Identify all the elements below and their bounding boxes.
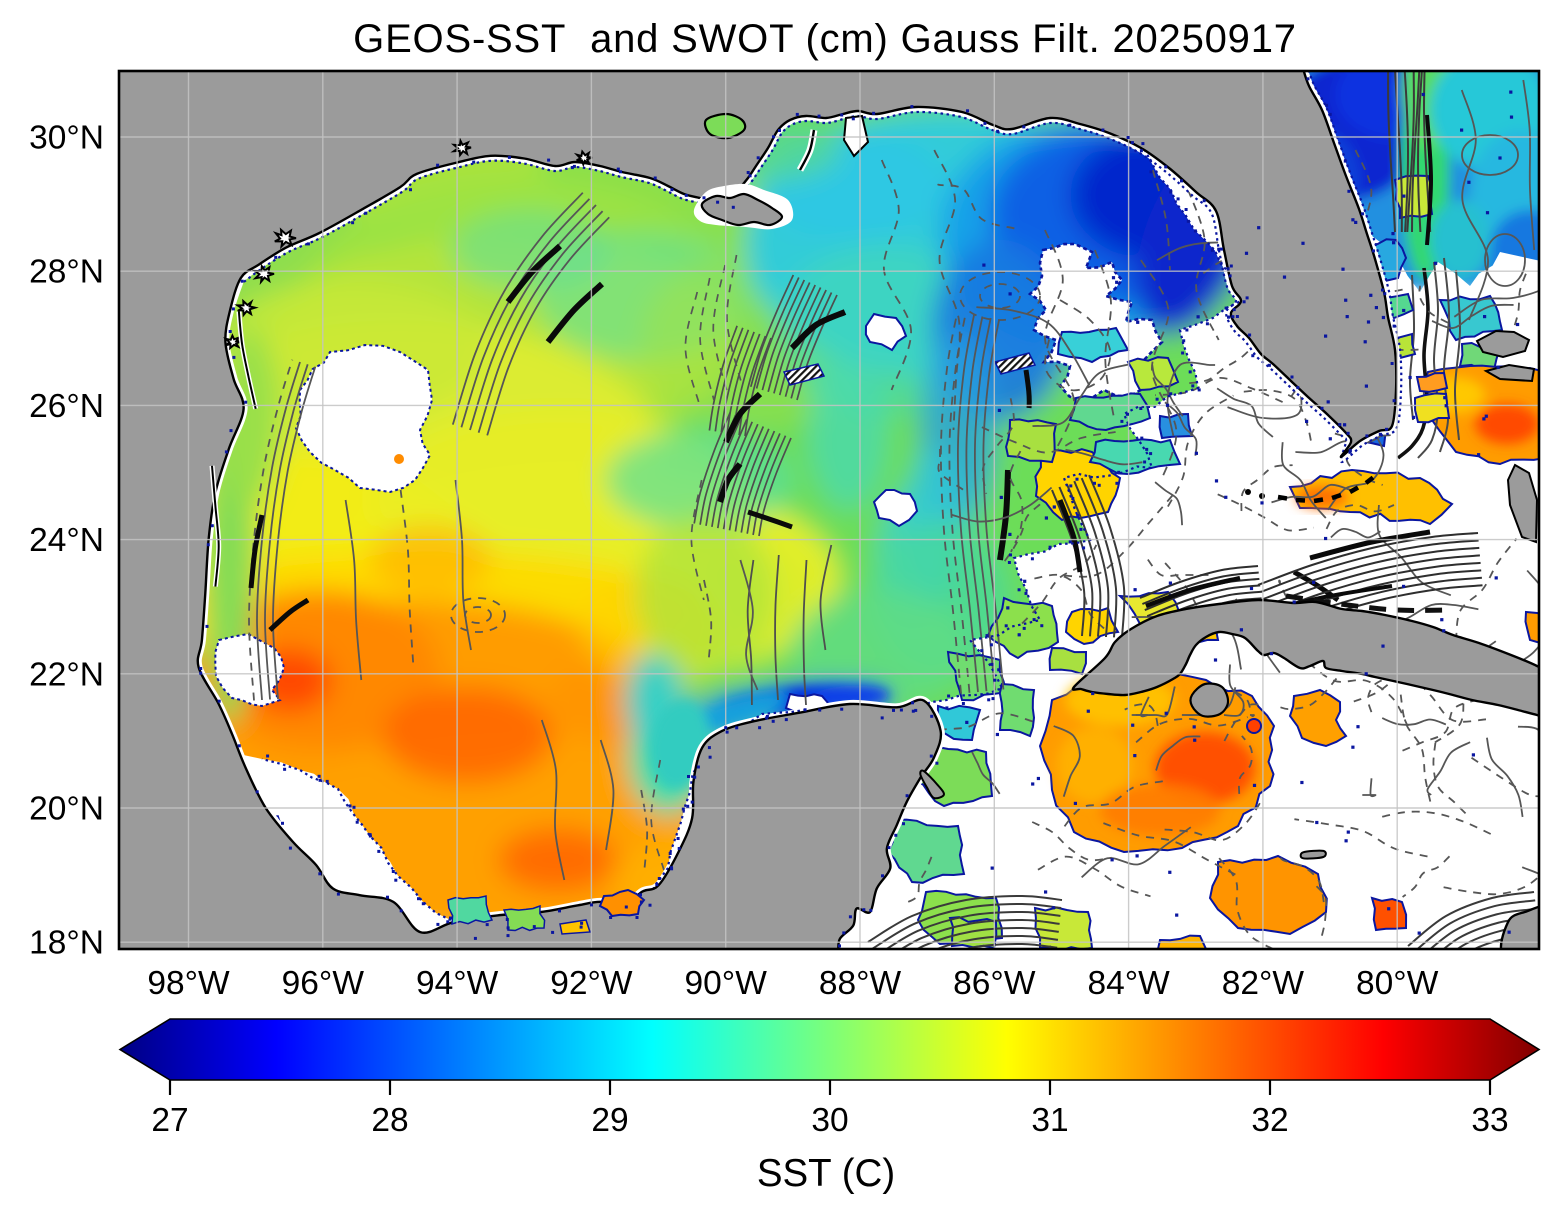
svg-text:27: 27 [151, 1102, 188, 1139]
svg-text:22°N: 22°N [29, 656, 104, 693]
svg-text:28: 28 [371, 1102, 408, 1139]
svg-text:33: 33 [1471, 1102, 1508, 1139]
svg-text:24°N: 24°N [29, 522, 104, 559]
svg-text:20°N: 20°N [29, 791, 104, 828]
svg-text:SST (C): SST (C) [757, 1152, 895, 1195]
svg-text:92°W: 92°W [550, 965, 633, 1002]
svg-text:30: 30 [811, 1102, 848, 1139]
svg-text:32: 32 [1251, 1102, 1288, 1139]
svg-text:30°N: 30°N [29, 120, 104, 157]
svg-text:98°W: 98°W [147, 965, 230, 1002]
svg-text:94°W: 94°W [416, 965, 499, 1002]
svg-text:90°W: 90°W [685, 965, 768, 1002]
svg-text:84°W: 84°W [1087, 965, 1170, 1002]
svg-text:86°W: 86°W [953, 965, 1036, 1002]
svg-text:GEOS-SST and SWOT (cm) Gauss: GEOS-SST and SWOT (cm) Gauss Filt. 20250… [353, 17, 1297, 61]
svg-text:96°W: 96°W [282, 965, 365, 1002]
svg-text:88°W: 88°W [819, 965, 902, 1002]
svg-text:26°N: 26°N [29, 388, 104, 425]
svg-text:82°W: 82°W [1222, 965, 1305, 1002]
svg-text:31: 31 [1031, 1102, 1068, 1139]
svg-text:80°W: 80°W [1356, 965, 1439, 1002]
svg-text:29: 29 [591, 1102, 628, 1139]
svg-text:28°N: 28°N [29, 254, 104, 291]
svg-text:18°N: 18°N [29, 925, 104, 962]
